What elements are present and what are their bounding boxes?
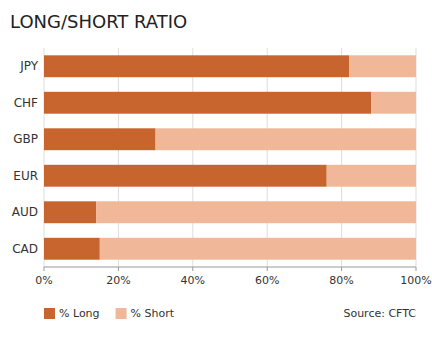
grid-line: [192, 48, 193, 267]
category-label: GBP: [13, 132, 38, 146]
legend: % Long % Short: [44, 307, 175, 320]
tick-label: 60%: [255, 274, 279, 287]
legend-swatch: [116, 308, 127, 319]
chart: LONG/SHORT RATIO 0% 20% 40% 60% 80% 100% CAD AUD…: [0, 0, 432, 343]
bar-segment: [327, 165, 416, 187]
title: LONG/SHORT RATIO: [10, 11, 187, 32]
category-label: CAD: [12, 242, 38, 256]
legend-label: % Short: [131, 307, 175, 320]
tick-label: 40%: [181, 274, 205, 287]
grid-line: [118, 48, 119, 267]
bar-segment: [156, 128, 416, 150]
grid-line: [341, 48, 342, 267]
tick-mark: [192, 267, 193, 271]
bar-segment: [100, 238, 416, 260]
source-note: Source: CFTC: [343, 307, 416, 320]
tick-mark: [118, 267, 119, 271]
bar-segment: [96, 201, 416, 223]
grid-line: [267, 48, 268, 267]
bar-segment: [44, 238, 100, 260]
tick-mark: [416, 267, 417, 271]
legend-label: % Long: [59, 307, 100, 320]
bar-segment: [44, 201, 96, 223]
tick-label: 100%: [400, 274, 431, 287]
tick-label: 80%: [329, 274, 353, 287]
bar-segment: [44, 92, 371, 114]
grid: [44, 48, 416, 267]
tick-label: 20%: [106, 274, 130, 287]
tick-mark: [341, 267, 342, 271]
x-axis: [44, 267, 416, 268]
bar-segment: [371, 92, 416, 114]
bar-segment: [44, 55, 349, 77]
tick-mark: [44, 267, 45, 271]
category-label: EUR: [13, 169, 38, 183]
bars: [44, 55, 416, 259]
tick-mark: [267, 267, 268, 271]
legend-swatch: [44, 308, 55, 319]
bar-segment: [44, 165, 327, 187]
category-label: AUD: [12, 205, 38, 219]
bar-segment: [44, 128, 156, 150]
category-label: JPY: [19, 59, 39, 73]
grid-line: [416, 48, 417, 267]
bar-segment: [349, 55, 416, 77]
category-label: CHF: [14, 96, 38, 110]
grid-line: [44, 48, 45, 267]
tick-label: 0%: [35, 274, 52, 287]
